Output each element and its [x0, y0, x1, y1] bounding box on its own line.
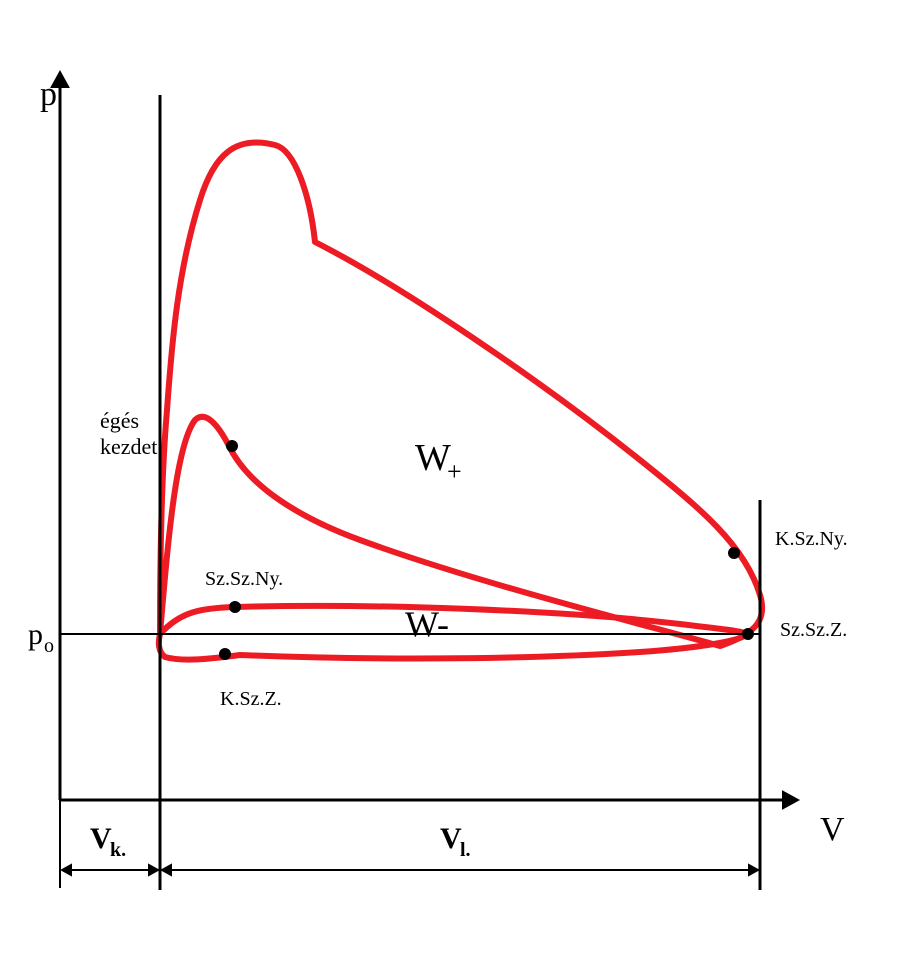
point-sz-sz-ny [229, 601, 241, 613]
w-plus-label: W+ [415, 437, 462, 486]
point-k-sz-ny [728, 547, 740, 559]
svg-text:o: o [44, 635, 54, 657]
sz-sz-ny-label: Sz.Sz.Ny. [205, 568, 283, 590]
k-sz-ny-label: K.Sz.Ny. [775, 528, 848, 550]
k-sz-z-label: K.Sz.Z. [220, 688, 282, 710]
svg-text:V: V [90, 822, 112, 855]
point-eges-kezdet [226, 440, 238, 452]
p-axis-label: p [40, 76, 57, 113]
svg-text:k.: k. [110, 839, 126, 861]
svg-text:W: W [415, 437, 451, 479]
vl-label: Vl. [440, 822, 471, 861]
eges-kezdet-label: égéskezdet [100, 408, 157, 459]
point-sz-sz-z [742, 628, 754, 640]
p0-label: po [28, 618, 54, 657]
sz-sz-z-label: Sz.Sz.Z. [780, 619, 847, 641]
w-minus-label: W- [405, 604, 449, 644]
svg-text:l.: l. [460, 839, 471, 861]
lower-loop [159, 606, 747, 660]
v-axis-label: V [820, 811, 845, 848]
point-k-sz-z [219, 648, 231, 660]
svg-text:+: + [447, 457, 462, 486]
svg-text:V: V [440, 822, 462, 855]
svg-text:kezdet: kezdet [100, 434, 157, 459]
svg-text:égés: égés [100, 408, 139, 433]
svg-text:W-: W- [405, 604, 449, 644]
vk-label: Vk. [90, 822, 126, 861]
svg-text:p: p [28, 618, 43, 651]
